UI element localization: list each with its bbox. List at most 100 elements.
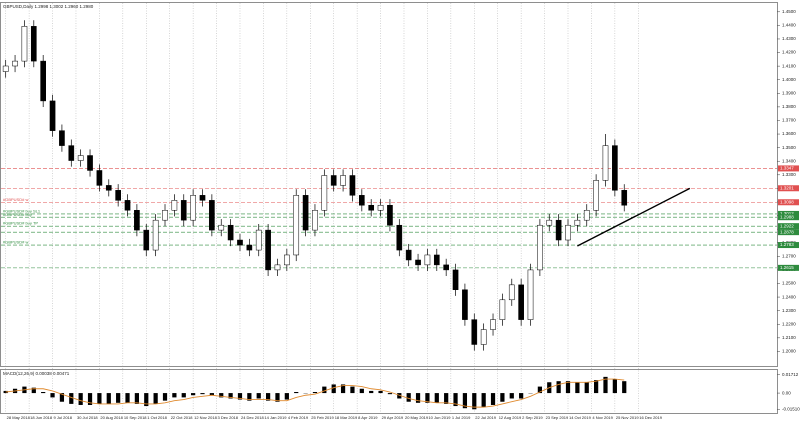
candle-body bbox=[424, 254, 431, 266]
candle-body bbox=[199, 195, 206, 201]
x-tick-label: 14 Jan 2019 bbox=[264, 415, 287, 420]
candle-body bbox=[508, 284, 515, 301]
y-tick-label: 1.4500 bbox=[782, 9, 796, 14]
x-tick-label: 30 Jul 2018 bbox=[77, 415, 98, 420]
macd-bar bbox=[125, 393, 130, 403]
x-tick-label: 20 May 2019 bbox=[405, 415, 429, 420]
level-price-box bbox=[778, 210, 799, 217]
level-price-box bbox=[778, 199, 799, 206]
x-tick-label: 2 Sep 2019 bbox=[522, 415, 543, 420]
macd-bar bbox=[237, 393, 243, 400]
candle-body bbox=[490, 319, 496, 330]
macd-bar bbox=[378, 390, 383, 394]
level-price-box bbox=[778, 214, 799, 221]
macd-bar bbox=[622, 381, 627, 394]
macd-bar bbox=[134, 393, 140, 404]
macd-bar bbox=[144, 393, 149, 407]
macd-bar bbox=[200, 393, 205, 395]
x-tick-label: 22 Oct 2018 bbox=[171, 415, 194, 420]
y-tick-label: 1.3900 bbox=[782, 90, 796, 95]
macd-bar bbox=[59, 393, 65, 402]
x-tick-label: 24 Dec 2018 bbox=[241, 415, 264, 420]
candle-body bbox=[274, 264, 281, 271]
macd-bar bbox=[406, 393, 411, 402]
macd-bar bbox=[312, 392, 318, 394]
x-tick-label: 18 Jun 2018 bbox=[30, 415, 53, 420]
level-price-label: 1.2922 bbox=[780, 223, 794, 228]
x-tick-label: 9 Jul 2018 bbox=[54, 415, 73, 420]
x-tick-label: 10 Jun 2019 bbox=[428, 415, 451, 420]
x-tick-label: 1 Oct 2018 bbox=[147, 415, 167, 420]
candle-body bbox=[284, 254, 290, 266]
main-frame bbox=[0, 2, 778, 367]
level-label: #GBPUSD# buy SL1 bbox=[3, 208, 41, 213]
y-tick-label: 0.01712 bbox=[782, 372, 799, 377]
macd-bar bbox=[41, 392, 46, 394]
y-tick-label: 1.3400 bbox=[782, 158, 796, 163]
candle-body bbox=[321, 175, 328, 211]
candle-body bbox=[302, 195, 309, 231]
x-tick-label: 1 Jul 2019 bbox=[452, 415, 471, 420]
macd-bar bbox=[509, 393, 514, 399]
macd-bar bbox=[359, 388, 364, 394]
x-tick-label: 28 May 2018 bbox=[7, 415, 31, 420]
candle-body bbox=[583, 210, 590, 221]
x-tick-label: 14 Oct 2019 bbox=[569, 415, 592, 420]
macd-bar bbox=[350, 386, 355, 394]
macd-bar bbox=[78, 393, 83, 405]
macd-bar bbox=[172, 393, 177, 398]
candle-body bbox=[612, 145, 618, 191]
macd-bar bbox=[219, 393, 224, 398]
candle-body bbox=[87, 155, 93, 171]
candle-body bbox=[105, 185, 112, 191]
y-tick-label: 1.3600 bbox=[782, 131, 796, 136]
macd-bar bbox=[556, 381, 561, 394]
candle-body bbox=[415, 259, 421, 266]
candle-body bbox=[190, 195, 196, 221]
macd-bar bbox=[434, 393, 439, 403]
y-tick-label: 1.2700 bbox=[782, 254, 796, 259]
x-tick-label: 16 Dec 2019 bbox=[639, 415, 662, 420]
candle-body bbox=[59, 130, 65, 146]
x-tick-label: 29 Apr 2019 bbox=[382, 415, 404, 420]
level-label: #GBPUSD# buy bbox=[3, 212, 32, 217]
candle-body bbox=[452, 269, 459, 290]
candle-body bbox=[30, 26, 37, 62]
x-tick-label: 10 Sep 2018 bbox=[124, 415, 147, 420]
y-tick-label: 1.3500 bbox=[782, 145, 796, 150]
x-tick-label: 4 Nov 2019 bbox=[592, 415, 613, 420]
chart-title: GBPUSD,Daily 1.2998 1.3002 1.2960 1.2980 bbox=[3, 4, 94, 9]
y-tick-label: 1.2500 bbox=[782, 281, 796, 286]
level-price-box bbox=[778, 165, 799, 172]
candle-body bbox=[68, 145, 75, 161]
candle-body bbox=[218, 224, 225, 231]
level-price-label: 1.2878 bbox=[780, 229, 794, 234]
macd-bar bbox=[453, 393, 458, 407]
y-tick-label: 1.4100 bbox=[782, 63, 796, 68]
x-tick-label: 22 Jul 2019 bbox=[475, 415, 496, 420]
candle-body bbox=[405, 249, 412, 261]
candle-body bbox=[537, 224, 543, 271]
x-tick-label: 4 Feb 2019 bbox=[288, 415, 309, 420]
macd-bar bbox=[284, 393, 289, 400]
candle-body bbox=[293, 195, 300, 256]
y-tick-label: 0.00 bbox=[782, 390, 791, 395]
candle-body bbox=[433, 254, 440, 266]
candle-body bbox=[40, 60, 47, 102]
level-label: #GBPUSD# w bbox=[3, 240, 28, 245]
macd-bar bbox=[275, 393, 280, 402]
candle-body bbox=[499, 299, 506, 320]
candle-body bbox=[162, 210, 168, 221]
macd-bar bbox=[265, 393, 271, 401]
macd-bar bbox=[228, 393, 233, 399]
level-price-label: 1.2783 bbox=[780, 242, 794, 247]
level-price-box bbox=[778, 223, 799, 230]
candle-body bbox=[143, 229, 150, 251]
candle-body bbox=[349, 175, 356, 196]
macd-bar bbox=[209, 393, 214, 396]
macd-bar bbox=[444, 393, 449, 404]
candle-body bbox=[265, 229, 271, 271]
candle-body bbox=[209, 200, 215, 231]
macd-bar bbox=[331, 384, 336, 394]
